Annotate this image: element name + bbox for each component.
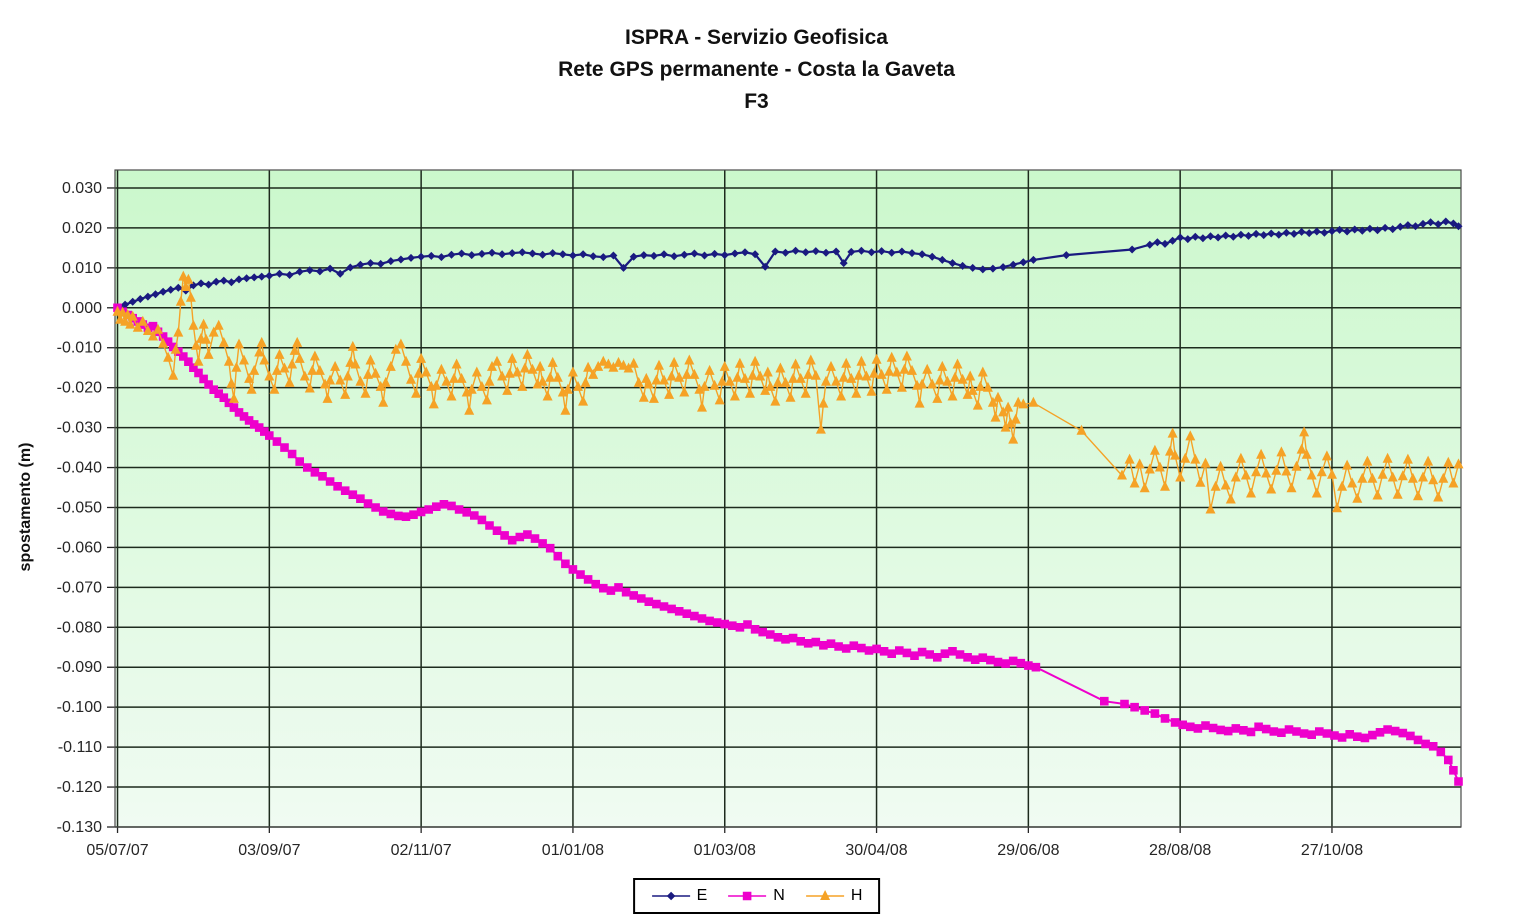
y-tick-label: -0.070 (57, 579, 102, 596)
y-tick-label: -0.130 (57, 819, 102, 836)
y-tick-label: 0.030 (62, 180, 102, 197)
chart-header: ISPRA - Servizio Geofisica Rete GPS perm… (0, 22, 1513, 118)
e-series-marker-icon (651, 891, 690, 901)
y-tick-label: -0.060 (57, 539, 102, 556)
x-tick-label: 01/03/08 (694, 842, 756, 859)
y-tick-label: -0.030 (57, 420, 102, 437)
x-tick-label: 29/06/08 (997, 842, 1059, 859)
y-tick-label: 0.010 (62, 260, 102, 277)
y-tick-label: -0.090 (57, 659, 102, 676)
chart-station-label: F3 (744, 90, 769, 113)
y-axis-title: spostamento (m) (17, 443, 34, 572)
h-series-marker-icon (805, 890, 844, 900)
chart-title: ISPRA - Servizio Geofisica (625, 26, 888, 49)
y-tick-label: 0.020 (62, 220, 102, 237)
series-markers-e (113, 217, 1463, 312)
y-tick-label: -0.050 (57, 499, 102, 516)
x-tick-label: 05/07/07 (86, 842, 148, 859)
y-tick-label: -0.100 (57, 699, 102, 716)
n-series-marker-icon (728, 891, 767, 901)
legend-item-h: H (805, 887, 863, 905)
legend-label-n: N (773, 887, 785, 904)
legend-item-e: E (651, 887, 708, 905)
x-tick-label: 01/01/08 (542, 842, 604, 859)
y-tick-label: -0.040 (57, 460, 102, 477)
y-tick-label: -0.110 (58, 739, 102, 756)
legend-label-h: H (850, 887, 863, 904)
plot-background (115, 170, 1461, 827)
y-tick-label: -0.080 (57, 619, 102, 636)
chart-subtitle: Rete GPS permanente - Costa la Gaveta (558, 58, 955, 81)
x-tick-label: 02/11/07 (391, 842, 452, 859)
x-tick-label: 27/10/08 (1301, 842, 1363, 859)
y-tick-label: -0.020 (57, 380, 102, 397)
y-tick-label: -0.120 (57, 779, 102, 796)
y-tick-label: -0.010 (57, 340, 102, 357)
plot-frame (114, 169, 1462, 828)
series-markers-n (113, 303, 1463, 786)
legend-item-n: N (727, 887, 785, 905)
x-tick-label: 28/08/08 (1149, 842, 1211, 859)
x-tick-label: 03/09/07 (238, 842, 300, 859)
y-tick-label: 0.000 (62, 300, 102, 317)
x-tick-label: 30/04/08 (845, 842, 907, 859)
legend-label-e: E (696, 887, 708, 904)
